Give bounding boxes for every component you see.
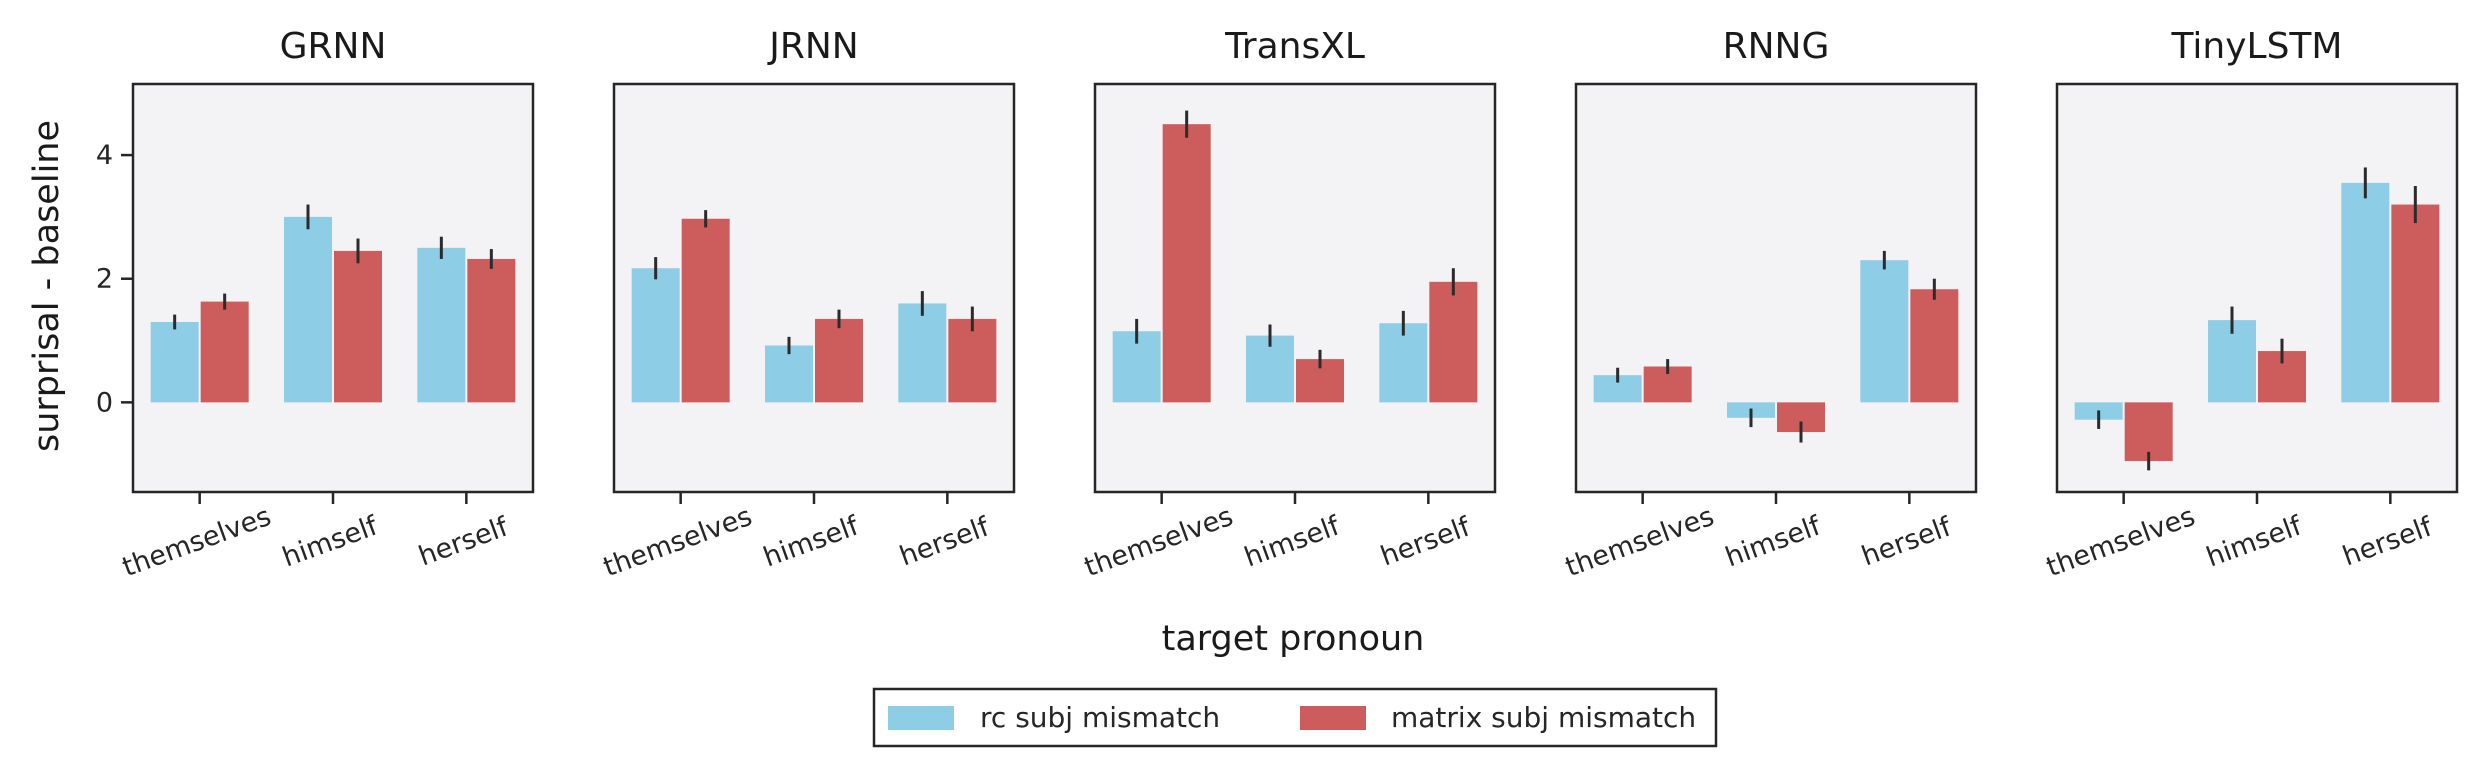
y-tick-label: 0 xyxy=(96,387,113,418)
legend: rc subj mismatch matrix subj mismatch xyxy=(872,687,1718,748)
bar-matrix-subj-mismatch-themselves xyxy=(2124,402,2173,462)
x-tick-label: herself xyxy=(415,511,514,572)
bar-rc-subj-mismatch-herself xyxy=(1379,323,1428,403)
bar-rc-subj-mismatch-herself xyxy=(898,303,947,403)
panel-transxl: TransXL themselves himself herself xyxy=(1080,26,1497,583)
bar-rc-subj-mismatch-himself xyxy=(2208,320,2256,403)
legend-label-matrix-subj-mismatch: matrix subj mismatch xyxy=(1391,701,1696,734)
legend-box xyxy=(872,687,1718,748)
plot-frame xyxy=(1093,82,1497,494)
panel-jrnn: JRNN themselves himself herself xyxy=(599,26,1016,583)
x-tick-label: themselves xyxy=(1561,501,1718,583)
bar-matrix-subj-mismatch-herself xyxy=(1910,289,1959,403)
x-tick-label: himself xyxy=(1240,510,1345,573)
bar-matrix-subj-mismatch-herself xyxy=(2391,204,2440,403)
bar-rc-subj-mismatch-themselves xyxy=(631,268,680,403)
bar-rc-subj-mismatch-himself xyxy=(284,216,332,403)
plot-background xyxy=(1576,84,1976,492)
x-axis-label: target pronoun xyxy=(1162,619,1425,659)
x-tick-label: themselves xyxy=(599,501,756,583)
plot-frame xyxy=(131,82,535,494)
bar-rc-subj-mismatch-herself xyxy=(1860,260,1909,403)
x-tick-label: themselves xyxy=(118,501,275,583)
plot-background xyxy=(614,84,1014,492)
bar-matrix-subj-mismatch-themselves xyxy=(681,218,730,403)
x-tick-label: himself xyxy=(2202,510,2307,573)
plot-background xyxy=(133,84,533,492)
plot-background xyxy=(1095,84,1495,492)
bar-matrix-subj-mismatch-themselves xyxy=(1162,124,1211,403)
legend-swatch-matrix-subj-mismatch xyxy=(1300,706,1366,730)
panel-title: RNNG xyxy=(1723,26,1830,67)
bar-matrix-subj-mismatch-himself xyxy=(815,318,863,403)
x-tick-label: herself xyxy=(1377,511,1476,572)
panel-tinylstm: TinyLSTM themselves himself herself xyxy=(2042,26,2459,583)
x-tick-label: himself xyxy=(278,510,383,573)
x-tick-label: themselves xyxy=(1080,501,1237,583)
bar-rc-subj-mismatch-themselves xyxy=(150,322,199,403)
bar-rc-subj-mismatch-herself xyxy=(417,247,466,403)
x-tick-label: themselves xyxy=(2042,501,2199,583)
bar-matrix-subj-mismatch-herself xyxy=(467,258,516,403)
bar-rc-subj-mismatch-himself xyxy=(1246,335,1294,403)
y-tick-label: 2 xyxy=(96,264,113,295)
panel-title: JRNN xyxy=(767,26,859,67)
x-tick-label: himself xyxy=(759,510,864,573)
legend-label-rc-subj-mismatch: rc subj mismatch xyxy=(980,701,1220,734)
bar-matrix-subj-mismatch-themselves xyxy=(200,301,249,403)
bar-matrix-subj-mismatch-herself xyxy=(1429,281,1478,403)
bar-rc-subj-mismatch-himself xyxy=(765,345,813,403)
legend-swatch-rc-subj-mismatch xyxy=(888,706,954,730)
panel-rnng: RNNG themselves himself herself xyxy=(1561,26,1978,583)
panel-title: TinyLSTM xyxy=(2171,26,2343,67)
y-axis-label: surprisal - baseline xyxy=(27,120,67,452)
bar-rc-subj-mismatch-herself xyxy=(2341,182,2390,403)
panel-title: GRNN xyxy=(280,26,387,67)
bar-matrix-subj-mismatch-herself xyxy=(948,318,997,403)
bar-matrix-subj-mismatch-himself xyxy=(334,250,382,403)
plot-frame xyxy=(1574,82,1978,494)
plot-background xyxy=(2057,84,2457,492)
plot-frame xyxy=(2055,82,2459,494)
x-tick-label: herself xyxy=(2339,511,2438,572)
x-tick-label: herself xyxy=(896,511,995,572)
panel-title: TransXL xyxy=(1224,26,1365,67)
y-tick-label: 4 xyxy=(96,140,113,171)
x-tick-label: himself xyxy=(1721,510,1826,573)
panel-grnn: GRNN themselves himself herself 0 2 4 xyxy=(96,26,535,583)
plot-frame xyxy=(612,82,1016,494)
x-tick-label: herself xyxy=(1858,511,1957,572)
